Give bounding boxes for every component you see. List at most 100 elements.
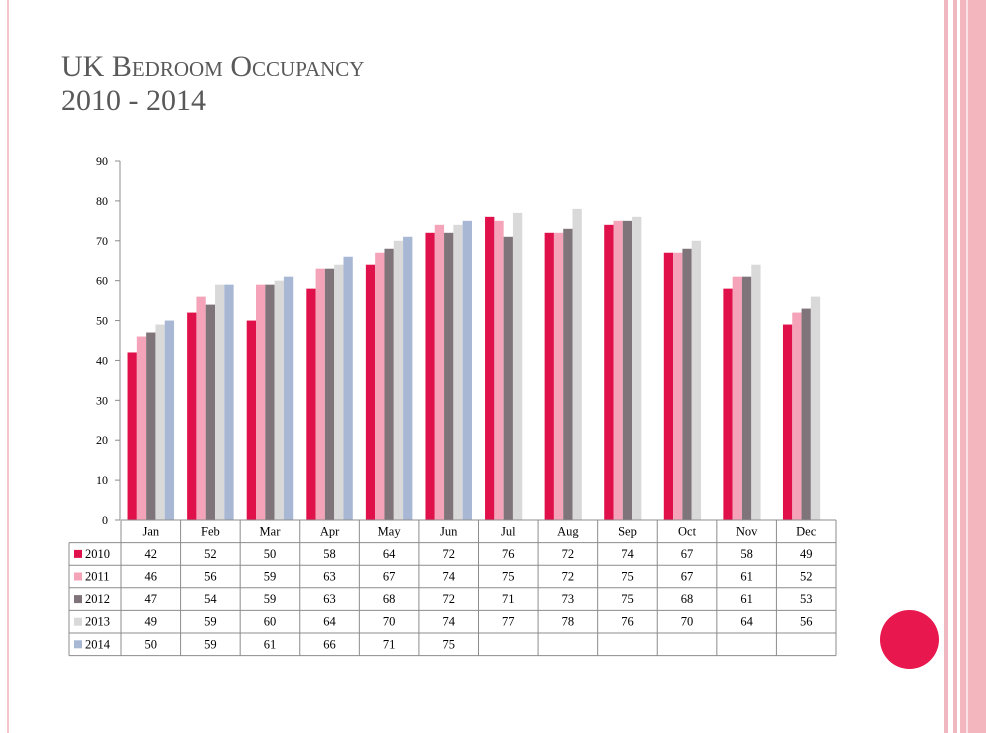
table-cell-value: 59 [264,592,277,606]
title-line-1: UK Bedroom Occupancy [61,50,365,83]
bar [425,232,435,521]
table-cell-value: 72 [562,570,575,584]
x-category-label: Jun [440,524,458,538]
legend-label: 2013 [85,615,110,629]
bar [393,240,404,520]
bar [544,232,554,521]
bar [613,220,623,521]
bar [196,296,206,520]
bar [682,248,692,520]
legend-swatch [74,640,82,649]
y-tick-label: 30 [96,393,108,407]
legend-swatch [74,572,82,581]
x-category-label: Nov [736,524,758,538]
bar [732,276,742,520]
table-cell-value: 72 [442,592,455,606]
slide-title: UK Bedroom Occupancy 2010 - 2014 [61,50,364,118]
bar [622,220,633,521]
bar [205,304,216,520]
bar [691,240,701,520]
table-cell-value: 59 [204,637,217,651]
table-cell-value: 59 [264,570,277,584]
bar [751,264,761,520]
bar [553,232,564,521]
table-cell-value: 64 [740,615,753,629]
table-cell-value: 64 [323,615,336,629]
bar [494,220,504,521]
bar [563,228,573,521]
x-category-label: May [378,524,402,538]
accent-circle [880,610,939,669]
table-cell-value: 52 [204,547,217,561]
bar [810,296,821,520]
table-cell-value: 54 [204,592,217,606]
y-tick-label: 50 [96,314,108,328]
bar [164,320,175,520]
bar [265,284,275,520]
table-cell-value: 59 [204,615,217,629]
bar [187,312,197,520]
bar [384,248,394,520]
x-category-label: Sep [618,524,637,538]
bar [792,312,802,520]
table-cell-value: 46 [145,570,158,584]
table-cell-value: 68 [383,592,396,606]
table-cell-value: 53 [800,592,813,606]
x-category-label: Aug [557,524,579,538]
bar [462,220,472,521]
table-cell-value: 49 [800,547,813,561]
bar [224,284,234,520]
y-tick-label: 10 [96,473,108,487]
bar [136,336,147,520]
table-cell-value: 75 [502,570,515,584]
table-cell-value: 78 [562,615,575,629]
table-cell-value: 49 [145,615,158,629]
x-category-label: Apr [320,524,340,538]
table-cell-value: 71 [502,592,515,606]
bar [572,208,582,520]
table-cell-value: 68 [681,592,694,606]
bar [801,308,811,520]
table-cell-value: 60 [264,615,277,629]
table-cell-value: 75 [621,592,634,606]
y-tick-label: 20 [96,433,108,447]
bar [723,288,733,520]
x-category-label: Mar [260,524,282,538]
bar [444,232,454,521]
table-cell-value: 72 [562,547,575,561]
bar [274,280,284,520]
legend-swatch [74,595,82,604]
legend-label: 2012 [85,592,110,606]
table-cell-value: 47 [145,592,158,606]
table-cell-value: 50 [145,637,158,651]
table-cell-value: 64 [383,547,396,561]
bar [324,268,335,520]
table-cell-value: 75 [442,637,455,651]
table-cell-value: 66 [323,637,336,651]
y-tick-label: 80 [96,194,108,208]
x-category-label: Feb [201,524,220,538]
bar [256,284,266,520]
bar [512,212,523,520]
table-cell-value: 56 [800,615,813,629]
bar [434,224,445,521]
table-cell-value: 74 [621,547,634,561]
table-cell-value: 61 [264,637,277,651]
bar [306,288,316,520]
table-cell-value: 52 [800,570,813,584]
table-cell-value: 70 [681,615,694,629]
bar [365,264,376,520]
bar [283,276,294,520]
table-cell-value: 42 [145,547,158,561]
y-tick-label: 60 [96,274,108,288]
bar [215,284,225,520]
x-category-label: Dec [796,524,817,538]
table-cell-value: 73 [562,592,575,606]
table-cell-value: 63 [323,592,336,606]
table-cell-value: 76 [502,547,515,561]
x-category-label: Jan [142,524,159,538]
y-tick-label: 70 [96,234,108,248]
table-cell-value: 56 [204,570,217,584]
table-cell-value: 67 [681,570,694,584]
